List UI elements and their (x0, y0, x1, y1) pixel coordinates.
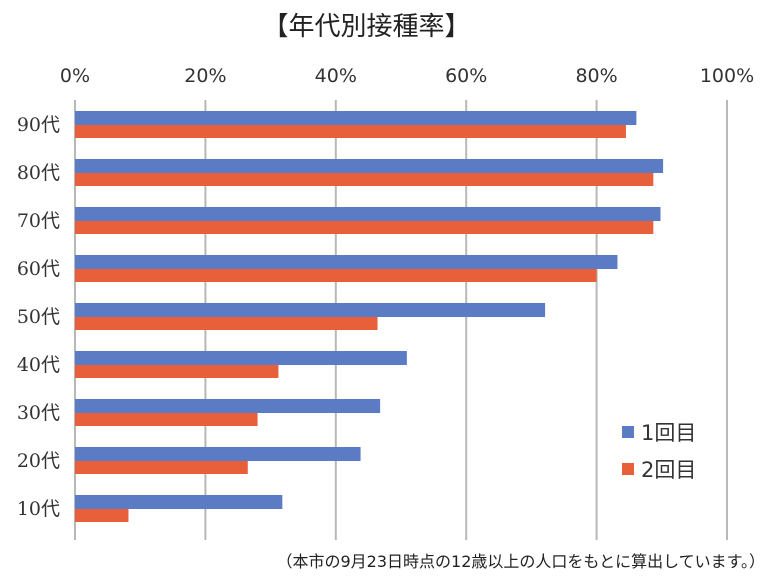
bar-2 (75, 461, 248, 474)
category-label: 10代 (17, 498, 60, 520)
bar-1 (75, 495, 283, 509)
bar-2 (75, 173, 654, 186)
category-label: 80代 (17, 162, 60, 184)
bar-2 (75, 125, 626, 138)
category-label: 90代 (17, 114, 60, 136)
x-tick-label: 0% (60, 65, 90, 87)
category-label: 50代 (17, 306, 60, 328)
x-tick-label: 60% (445, 65, 487, 87)
x-tick-label: 20% (184, 65, 226, 87)
bar-1 (75, 399, 381, 413)
bar-2 (75, 365, 279, 378)
x-tick-label: 100% (700, 65, 754, 87)
x-tick-label: 40% (315, 65, 357, 87)
category-label: 30代 (17, 402, 60, 424)
bar-1 (75, 111, 637, 125)
x-tick-label: 80% (575, 65, 617, 87)
bar-1 (75, 207, 661, 221)
bar-1 (75, 303, 546, 317)
bar-2 (75, 317, 378, 330)
legend-label: 2回目 (641, 458, 696, 482)
legend-swatch (622, 463, 634, 475)
category-label: 40代 (17, 354, 60, 376)
legend-swatch (622, 426, 634, 438)
category-label: 20代 (17, 450, 60, 472)
bar-1 (75, 447, 361, 461)
chart-title: 【年代別接種率】 (262, 12, 471, 42)
category-label: 70代 (17, 210, 60, 232)
bar-2 (75, 269, 597, 282)
bar-2 (75, 221, 654, 234)
category-label: 60代 (17, 258, 60, 280)
bar-1 (75, 351, 407, 365)
legend-label: 1回目 (641, 421, 696, 445)
bar-2 (75, 509, 129, 522)
bar-1 (75, 159, 664, 173)
bar-2 (75, 413, 258, 426)
footnote: （本市の9月23日時点の12歳以上の人口をもとに算出しています。） (276, 552, 766, 571)
bar-1 (75, 255, 618, 269)
